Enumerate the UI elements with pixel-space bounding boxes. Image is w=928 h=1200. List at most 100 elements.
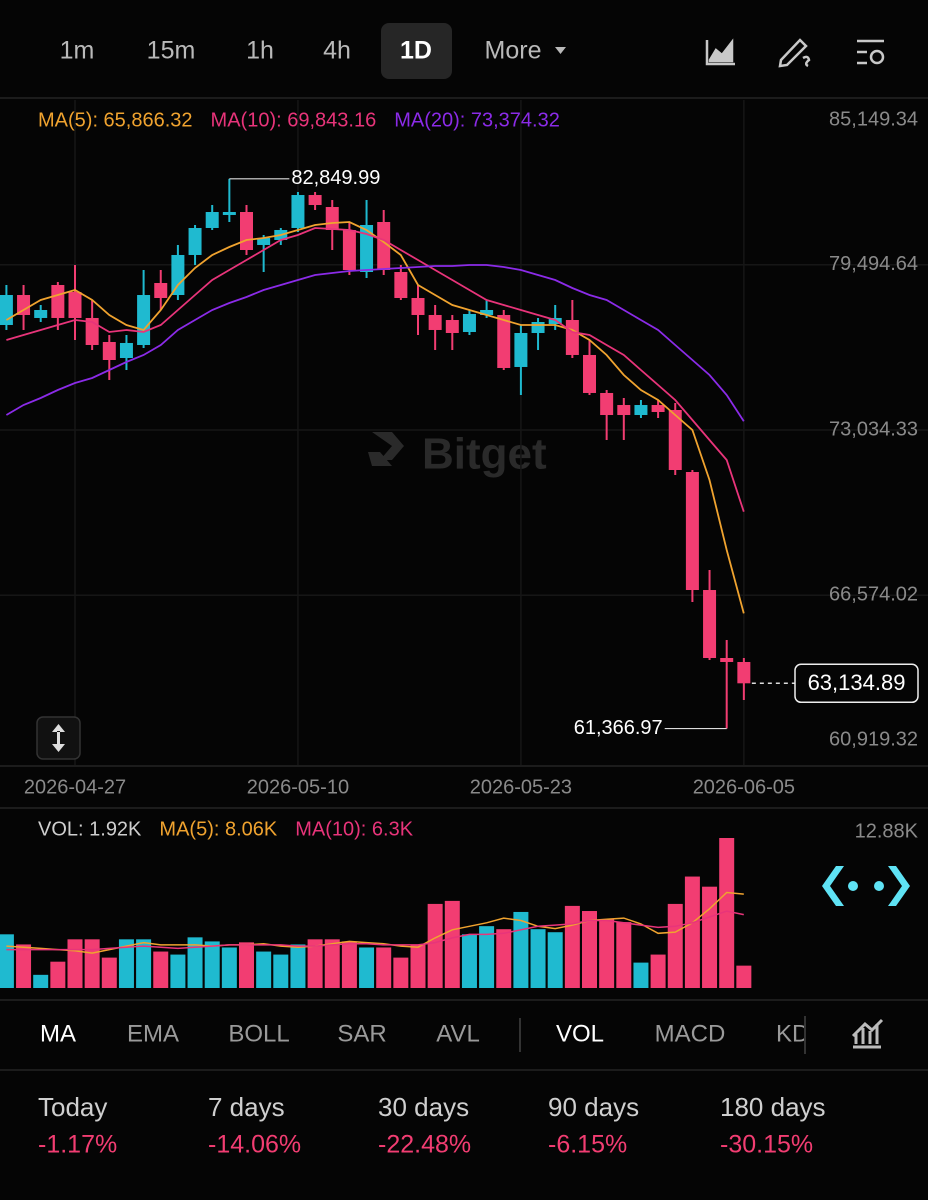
volume-bar bbox=[84, 939, 100, 988]
interval-button[interactable]: 1h bbox=[246, 37, 274, 65]
candle-body bbox=[0, 295, 13, 325]
candle-body bbox=[51, 285, 65, 318]
settings-icon[interactable] bbox=[857, 39, 885, 65]
y-tick-label: 85,149.34 bbox=[829, 108, 918, 130]
volume-bar bbox=[393, 957, 409, 988]
volume-bar bbox=[341, 941, 357, 988]
legend-entry: MA(10): 6.3K bbox=[295, 818, 413, 840]
interval-button[interactable]: 4h bbox=[323, 37, 351, 65]
active-interval-bg bbox=[381, 23, 452, 79]
volume-bar bbox=[513, 911, 529, 988]
volume-bar bbox=[410, 944, 426, 988]
stat-value: -14.06% bbox=[208, 1131, 301, 1159]
volume-bar bbox=[290, 944, 306, 988]
candle-body bbox=[222, 211, 236, 215]
x-tick-label: 2026-04-27 bbox=[24, 776, 126, 798]
stat-value: -22.48% bbox=[378, 1131, 471, 1159]
volume-bar bbox=[427, 903, 443, 988]
x-tick-label: 2026-05-23 bbox=[470, 776, 572, 798]
ma-line bbox=[5, 264, 745, 422]
candle-body bbox=[240, 211, 253, 250]
indicator-tab[interactable]: MACD bbox=[655, 1020, 726, 1047]
chart-type-icon[interactable] bbox=[705, 38, 735, 66]
draw-tool-icon[interactable] bbox=[778, 38, 811, 68]
y-tick-label: 12.88K bbox=[855, 820, 919, 842]
volume-bar bbox=[118, 939, 134, 988]
volume-bar bbox=[221, 947, 237, 988]
indicator-tab[interactable]: AVL bbox=[436, 1020, 480, 1047]
candle-body bbox=[583, 354, 596, 393]
stat-value: -1.17% bbox=[38, 1131, 117, 1159]
candle-body bbox=[703, 590, 717, 658]
volume-bar bbox=[633, 962, 649, 988]
stat-label: Today bbox=[38, 1092, 107, 1122]
candle-body bbox=[394, 272, 408, 298]
candle-body bbox=[445, 320, 459, 334]
low-label: 61,366.97 bbox=[574, 717, 663, 739]
volume-bar bbox=[359, 947, 375, 988]
indicator-tab[interactable]: SAR bbox=[337, 1020, 386, 1047]
legend-entry: MA(10): 69,843.16 bbox=[211, 109, 377, 131]
indicator-tab[interactable]: BOLL bbox=[228, 1020, 289, 1047]
volume-bar bbox=[324, 939, 340, 988]
watermark-text: Bitget bbox=[422, 430, 547, 479]
volume-bar bbox=[650, 954, 666, 988]
volume-bar bbox=[702, 886, 718, 988]
volume-bar bbox=[376, 947, 392, 988]
volume-bar bbox=[547, 932, 563, 988]
volume-bar bbox=[16, 944, 32, 988]
volume-bar bbox=[736, 965, 752, 988]
volume-bar bbox=[684, 876, 700, 988]
candle-body bbox=[480, 310, 494, 315]
more-button[interactable]: More bbox=[485, 37, 542, 65]
candle-body bbox=[737, 661, 751, 684]
indicator-tab-active[interactable]: VOL bbox=[556, 1020, 604, 1047]
candle-body bbox=[17, 295, 31, 315]
interval-button[interactable]: 1m bbox=[60, 37, 95, 65]
volume-bar bbox=[479, 926, 495, 988]
stat-label: 30 days bbox=[378, 1092, 469, 1122]
candle-body bbox=[497, 314, 511, 368]
watermark-logo bbox=[368, 432, 404, 466]
volume-bar bbox=[307, 939, 323, 988]
expand-button[interactable] bbox=[36, 716, 81, 760]
indicator-settings-icon[interactable] bbox=[851, 1018, 884, 1049]
interval-button[interactable]: 15m bbox=[147, 37, 196, 65]
candle-body bbox=[685, 471, 699, 591]
volume-ma-line bbox=[6, 910, 744, 951]
candle-body bbox=[720, 657, 734, 662]
volume-bar bbox=[33, 974, 49, 988]
stat-value: -30.15% bbox=[720, 1131, 813, 1159]
candle-body bbox=[342, 229, 356, 271]
price-chart: 85,149.34 79,494.64 73,034.33 66,574.02 60,9… bbox=[0, 100, 928, 798]
y-tick-label: 60,919.32 bbox=[829, 728, 918, 750]
stat-label: 90 days bbox=[548, 1092, 639, 1122]
volume-bar bbox=[101, 957, 117, 988]
indicator-tab-active[interactable]: MA bbox=[40, 1020, 76, 1047]
volume-bar bbox=[530, 929, 546, 988]
stat-label: 180 days bbox=[720, 1092, 826, 1122]
legend-entry: MA(5): 8.06K bbox=[159, 818, 277, 840]
y-tick-label: 79,494.64 bbox=[829, 253, 918, 275]
high-label: 82,849.99 bbox=[291, 167, 380, 189]
interval-button-active[interactable]: 1D bbox=[400, 37, 432, 65]
indicator-tab[interactable]: EMA bbox=[127, 1020, 179, 1047]
candle-body bbox=[634, 405, 648, 416]
candle-body bbox=[428, 314, 442, 330]
floating-assistant-icon[interactable] bbox=[822, 866, 910, 906]
candle-body bbox=[102, 341, 116, 360]
candle-body bbox=[154, 283, 168, 298]
volume-bar bbox=[273, 954, 289, 988]
legend-entry: MA(20): 73,374.32 bbox=[394, 109, 560, 131]
candle-body bbox=[651, 405, 665, 412]
volume-bar bbox=[204, 941, 220, 988]
last-price-box bbox=[794, 663, 919, 704]
volume-bar bbox=[239, 942, 254, 988]
indicator-tab[interactable]: KD bbox=[776, 1020, 809, 1047]
x-tick-label: 2026-06-05 bbox=[693, 776, 795, 798]
candle-body bbox=[377, 222, 391, 271]
candle-body bbox=[119, 342, 133, 359]
volume-bar bbox=[50, 961, 66, 988]
candle-body bbox=[68, 291, 82, 318]
